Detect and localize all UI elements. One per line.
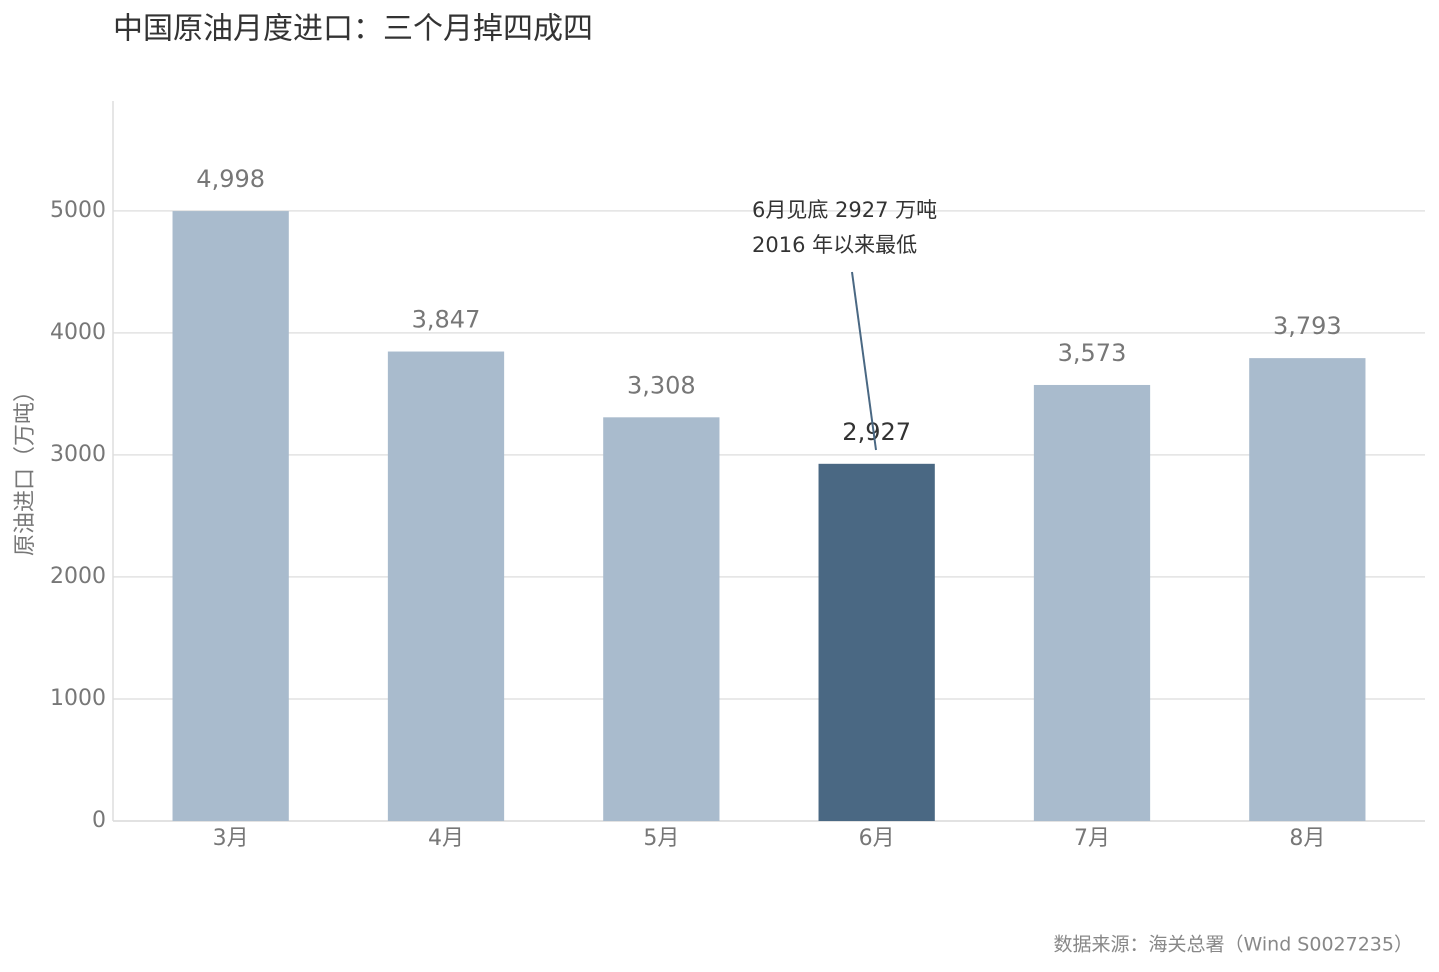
source-note: 数据来源：海关总署（Wind S0027235） — [1054, 934, 1413, 956]
x-tick-label: 5月 — [643, 826, 679, 851]
bar — [1033, 384, 1151, 821]
y-tick-label: 3000 — [50, 442, 106, 467]
data-label: 3,793 — [1273, 312, 1342, 340]
x-tick-label: 3月 — [213, 826, 249, 851]
bar — [387, 351, 505, 821]
x-tick-label: 7月 — [1074, 826, 1110, 851]
y-tick-label: 4000 — [50, 320, 106, 345]
bar — [1249, 358, 1366, 821]
bar — [818, 463, 935, 821]
chart-title: 中国原油月度进口：三个月掉四成四 — [113, 12, 593, 47]
data-label: 2,927 — [842, 418, 911, 446]
x-tick-label: 6月 — [859, 826, 895, 851]
data-label: 3,308 — [627, 371, 696, 399]
x-tick-label: 8月 — [1289, 826, 1325, 851]
bar — [603, 417, 720, 821]
annotation: 2016 年以来最低 — [752, 233, 917, 257]
annotation: 6月见底 2927 万吨 — [752, 198, 937, 222]
y-tick-label: 2000 — [50, 564, 106, 589]
annotation-arrow — [851, 271, 877, 451]
x-tick-label: 4月 — [428, 826, 464, 851]
data-label: 4,998 — [196, 165, 265, 193]
y-tick-label: 5000 — [50, 198, 106, 223]
y-tick-label: 1000 — [50, 686, 106, 711]
bar — [172, 211, 289, 821]
data-label: 3,573 — [1058, 339, 1127, 367]
y-axis-label: 原油进口（万吨） — [13, 380, 38, 556]
y-tick-label: 0 — [92, 808, 106, 833]
data-label: 3,847 — [412, 306, 481, 334]
